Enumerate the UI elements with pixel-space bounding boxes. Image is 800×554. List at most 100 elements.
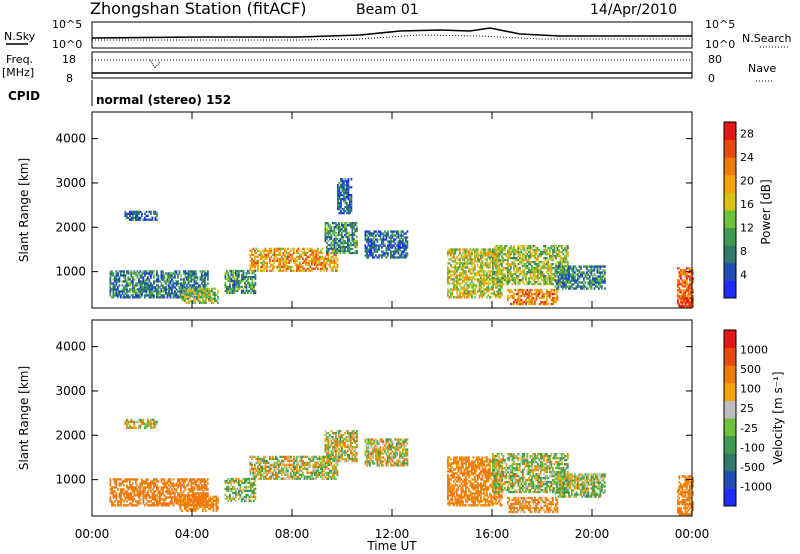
power-cell [584, 281, 587, 284]
velocity-cell [168, 490, 170, 493]
power-cell [684, 289, 687, 292]
velocity-cell [200, 499, 203, 502]
power-cell [558, 249, 560, 252]
power-cell [204, 276, 206, 279]
power-cell [166, 278, 169, 281]
power-cell [136, 282, 139, 285]
power-cell [251, 253, 253, 256]
velocity-cell [260, 461, 262, 464]
velocity-cell [206, 505, 209, 508]
power-cell [535, 296, 538, 300]
power-colorbar-tick: 16 [740, 198, 754, 211]
power-cell [196, 286, 199, 289]
power-cell [150, 272, 152, 275]
velocity-cell [258, 463, 261, 466]
velocity-cell [198, 502, 200, 505]
power-cell [511, 290, 514, 294]
power-cell [471, 262, 473, 265]
power-cell [584, 265, 587, 268]
velocity-cell [150, 490, 152, 493]
power-cell [367, 242, 370, 245]
velocity-cell [163, 504, 166, 507]
velocity-cell [127, 426, 130, 429]
velocity-cell [144, 482, 146, 485]
power-cell [345, 233, 348, 237]
power-cell [552, 282, 554, 286]
power-cell [486, 272, 488, 275]
power-cell [154, 290, 157, 293]
power-cell [465, 276, 467, 279]
power-cell [568, 281, 570, 284]
power-cell [333, 241, 336, 245]
power-cell [126, 282, 128, 285]
velocity-cell [229, 493, 231, 497]
power-cell [163, 276, 166, 279]
power-cell [350, 178, 353, 181]
power-cell [508, 273, 511, 276]
power-cell [236, 285, 239, 289]
power-cell [381, 242, 383, 245]
power-cell [369, 240, 371, 243]
power-cell [406, 252, 409, 255]
power-cell [300, 255, 303, 258]
power-cell [481, 264, 484, 267]
power-cell [456, 270, 458, 273]
power-cell [460, 266, 463, 269]
power-cell [260, 251, 262, 254]
velocity-cell [190, 482, 193, 485]
power-cell [529, 290, 532, 294]
power-cell [112, 284, 115, 287]
power-cell [559, 261, 562, 264]
power-cell [586, 275, 588, 278]
power-cell [139, 274, 142, 277]
power-cell [690, 299, 693, 302]
power-cell [366, 246, 368, 249]
power-cell [490, 280, 493, 283]
station-title: Zhongshan Station (fitACF) [90, 0, 307, 18]
power-cell [202, 289, 204, 292]
power-cell [496, 275, 499, 278]
power-cell [465, 266, 467, 269]
power-cell [510, 279, 512, 282]
power-cell [341, 188, 344, 191]
power-cell [339, 247, 342, 251]
power-cell [487, 252, 490, 255]
power-cell [596, 275, 599, 278]
power-cell [115, 288, 118, 291]
power-cell [190, 293, 192, 296]
power-cell [565, 251, 568, 254]
velocity-cell [120, 482, 122, 485]
power-cell [375, 238, 377, 241]
power-cell [151, 286, 154, 289]
power-cell [321, 261, 324, 264]
power-cell [463, 252, 466, 255]
power-cell [344, 198, 347, 201]
power-cell [499, 253, 502, 256]
power-cell [690, 295, 693, 298]
velocity-cell [129, 420, 131, 423]
power-cell [144, 296, 146, 299]
power-cell [327, 247, 330, 251]
power-cell [448, 296, 451, 299]
power-cell [562, 249, 565, 252]
power-cell [562, 265, 564, 268]
power-cell [480, 282, 482, 285]
velocity-cell [184, 478, 187, 481]
power-cell [109, 286, 112, 289]
velocity-cell [112, 492, 115, 495]
power-cell [484, 248, 487, 251]
velocity-cell [199, 503, 201, 506]
power-cell [148, 296, 151, 299]
power-cell [150, 276, 152, 279]
velocity-cell [184, 488, 187, 491]
power-cell [535, 265, 538, 268]
power-cell [121, 296, 124, 299]
velocity-cell [165, 496, 167, 499]
velocity-cell [227, 481, 230, 485]
power-cell [692, 277, 694, 280]
power-cell [534, 269, 536, 272]
power-cell [253, 271, 255, 275]
velocity-cell [133, 494, 136, 497]
velocity-cell [230, 479, 233, 483]
power-cell [346, 182, 348, 185]
